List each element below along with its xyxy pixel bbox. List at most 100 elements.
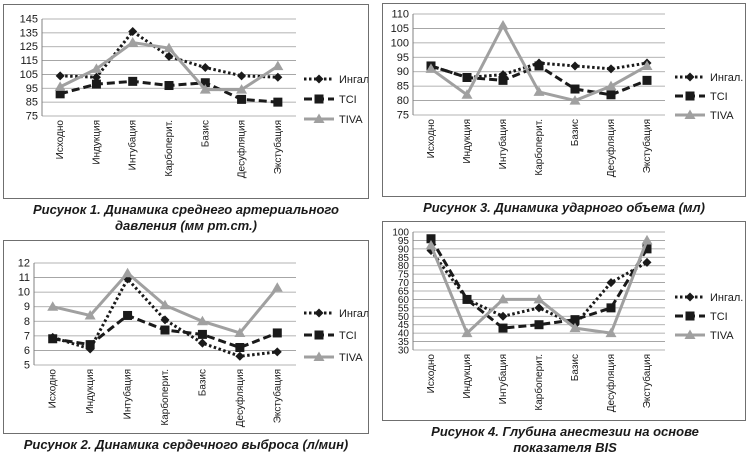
chart-2-title: Рисунок 2. Динамика сердечного выброса (… bbox=[23, 437, 349, 452]
chart-4-series-3-point bbox=[605, 327, 617, 338]
chart-1-series-2-point bbox=[273, 97, 283, 107]
chart-3-series-3-point bbox=[641, 60, 653, 70]
chart-1-title: Рисунок 1. Динамика среднего артериально… bbox=[33, 202, 339, 233]
chart-2-xtick-label: Карбоперит. bbox=[159, 369, 171, 426]
chart-4-series-3-point bbox=[533, 293, 545, 304]
chart-4-series-2-point bbox=[498, 323, 508, 333]
chart-4-caption: Рисунок 4. Глубина анестезии на основе п… bbox=[410, 424, 720, 456]
chart-4-series-3-point bbox=[641, 234, 653, 245]
chart-2-series-2-point bbox=[235, 343, 245, 353]
chart-4-ytick-label: 80 bbox=[398, 261, 410, 272]
chart-1-series-1 bbox=[55, 26, 283, 82]
chart-4-legend-marker bbox=[684, 329, 696, 339]
chart-1-series-2-point bbox=[128, 76, 138, 86]
chart-1-ytick-label: 95 bbox=[26, 83, 38, 95]
chart-3-svg: 75 80 85 90 95 100 105 110 Исходно Индукция Интуба… bbox=[391, 9, 744, 178]
chart-2-series-3-point bbox=[196, 315, 208, 326]
chart-4-series-3-point bbox=[425, 239, 437, 250]
chart-4-legend-label: TCI bbox=[710, 311, 728, 323]
chart-3-ytick-label: 110 bbox=[391, 9, 409, 21]
chart-1-ytick-label: 75 bbox=[26, 111, 38, 123]
chart-2-ytick-label: 9 bbox=[24, 301, 30, 313]
chart-4-series-2-point bbox=[642, 244, 652, 254]
chart-4-legend-marker bbox=[685, 292, 695, 302]
chart-1-series-1-point bbox=[237, 71, 247, 81]
chart-1-series-1-point bbox=[273, 72, 283, 82]
chart-4-series-1-line bbox=[429, 249, 648, 327]
chart-1-series-1-point bbox=[91, 72, 101, 82]
chart-2-xtick-label: Исходно bbox=[48, 369, 59, 409]
chart-3-xtick-label: Индукция bbox=[462, 119, 473, 164]
chart-3-legend-marker bbox=[685, 91, 695, 101]
chart-1-ytick-label: 125 bbox=[20, 41, 38, 53]
chart-1-series-1-point bbox=[128, 26, 138, 36]
chart-1-legend-marker bbox=[314, 94, 324, 104]
chart-2-series-2-point bbox=[197, 329, 207, 339]
chart-4-legend-label: TIVA bbox=[710, 330, 734, 342]
chart-4-series-1-point bbox=[606, 278, 616, 288]
chart-4-series-3-point bbox=[569, 322, 581, 333]
chart-4-series-2 bbox=[426, 234, 652, 333]
chart-4-ytick-label: 75 bbox=[398, 270, 410, 281]
chart-2-ytick-label: 10 bbox=[18, 287, 30, 299]
chart-4-series-2-point bbox=[534, 320, 544, 330]
chart-1-ytick-label: 105 bbox=[20, 69, 38, 81]
chart-4-series-1-point bbox=[534, 303, 544, 313]
chart-3-series-1-point bbox=[606, 64, 616, 74]
chart-2-series-3-point bbox=[271, 282, 283, 292]
chart-1-series-2-point bbox=[164, 81, 174, 91]
chart-4-ytick-label: 100 bbox=[392, 228, 409, 239]
chart-4-xtick-label: Индукция bbox=[462, 354, 473, 399]
chart-3-series-3-point bbox=[605, 80, 617, 91]
chart-2-series-3-point bbox=[234, 327, 246, 337]
chart-1-series-3-point bbox=[199, 84, 211, 94]
chart-3-xtick-label: Экстубация bbox=[641, 119, 653, 173]
chart-3-ytick-label: 105 bbox=[391, 23, 409, 35]
chart-1-series-3-point bbox=[272, 60, 284, 71]
chart-3-xtick-label: Десуфляция bbox=[605, 119, 617, 177]
chart-1-ytick-label: 135 bbox=[20, 27, 38, 39]
chart-4-series-3 bbox=[425, 234, 653, 338]
chart-4-series-3-point bbox=[461, 327, 473, 338]
chart-3-xtick-label: Интубация bbox=[497, 119, 509, 169]
chart-4-xtick-label: Исходно bbox=[426, 354, 437, 394]
chart-2-series-2-point bbox=[48, 334, 58, 344]
chart-1-xtick-label: Исходно bbox=[55, 120, 66, 160]
chart-3-series-2-point bbox=[606, 90, 616, 100]
chart-1-legend: Ингал. TCI TIVA bbox=[304, 74, 372, 126]
chart-1-series-2-point bbox=[55, 89, 65, 99]
chart-1-series-3-point bbox=[54, 81, 66, 91]
chart-panel-4: 30 35 40 45 50 55 60 65 70 75 80 85 90 95 100 Исходно Ин… bbox=[382, 221, 746, 421]
chart-2-series-1-point bbox=[160, 315, 170, 325]
chart-3-ytick-label: 90 bbox=[397, 66, 409, 78]
chart-3-legend-label: Ингал. bbox=[710, 72, 743, 84]
chart-2-xtick-label: Базис bbox=[197, 369, 208, 396]
chart-4-series-2-point bbox=[606, 303, 616, 313]
chart-3-legend-label: TIVA bbox=[710, 110, 734, 122]
chart-3-xtick-label: Карбоперит. bbox=[533, 119, 545, 176]
chart-1-series-3-point bbox=[236, 84, 248, 94]
chart-2-legend: Ингал. TCI TIVA bbox=[304, 308, 372, 364]
chart-1-legend-label: TIVA bbox=[339, 114, 363, 126]
chart-1-xtick-label: Индукция bbox=[91, 120, 102, 165]
chart-4-ytick-label: 40 bbox=[398, 329, 410, 340]
chart-3-legend-marker bbox=[685, 72, 695, 82]
chart-4-xtick-label: Карбоперит. bbox=[533, 354, 545, 411]
chart-1-xtick-label: Базис bbox=[200, 120, 211, 147]
chart-4-xtick-label: Десуфляция bbox=[605, 354, 617, 412]
chart-2-xtick-label: Индукция bbox=[85, 369, 96, 414]
chart-3-legend: Ингал. TCI TIVA bbox=[675, 72, 743, 122]
chart-3-ytick-label: 95 bbox=[397, 52, 409, 64]
chart-3-series-3-point bbox=[569, 95, 581, 105]
chart-1-xtick-label: Карбоперит. bbox=[163, 120, 175, 177]
chart-2-ytick-label: 7 bbox=[24, 330, 30, 342]
chart-2-ytick-label: 5 bbox=[24, 360, 30, 372]
chart-1-ytick-label: 85 bbox=[26, 97, 38, 109]
chart-1-series-1-point bbox=[200, 63, 210, 72]
chart-2-series-3 bbox=[47, 267, 283, 337]
chart-4-title: Рисунок 4. Глубина анестезии на основе п… bbox=[431, 424, 699, 455]
chart-1-series-2 bbox=[55, 76, 283, 107]
chart-2-series-2-point bbox=[272, 328, 282, 338]
chart-2-caption: Рисунок 2. Динамика сердечного выброса (… bbox=[0, 437, 372, 453]
